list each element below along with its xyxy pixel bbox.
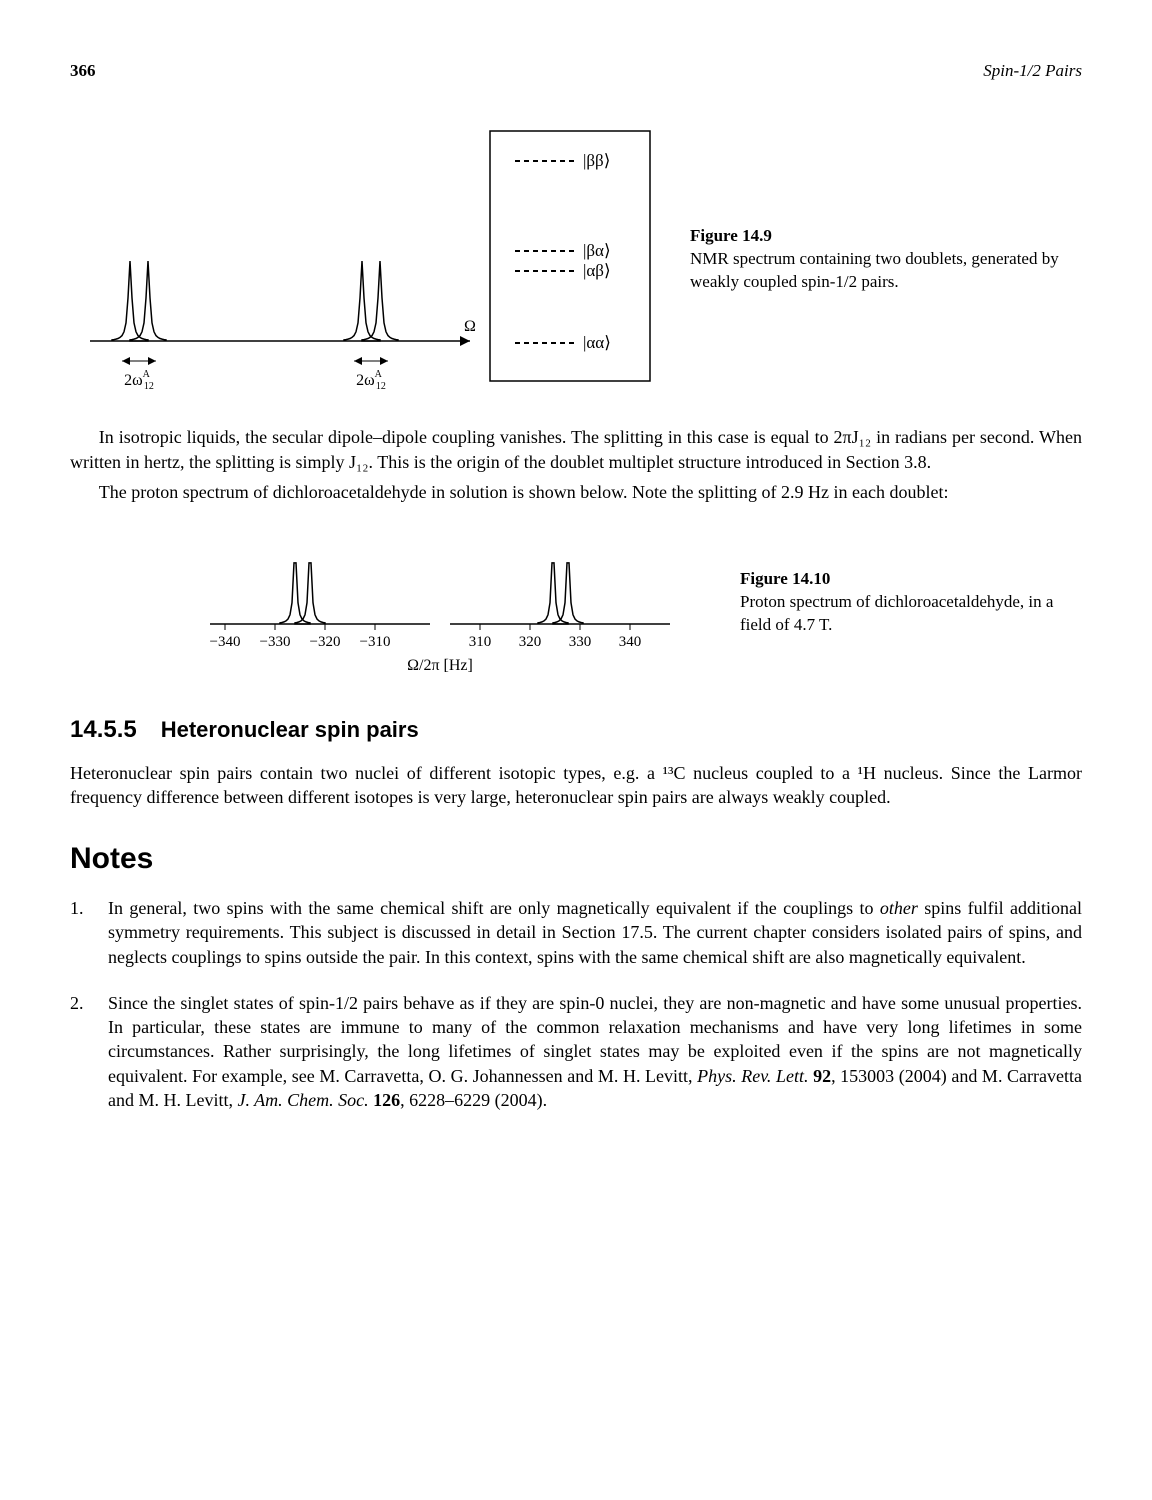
note-item: In general, two spins with the same chem… [70,896,1082,969]
note-item: Since the singlet states of spin-1/2 pai… [70,991,1082,1112]
section-heading: 14.5.5 Heteronuclear spin pairs [70,714,1082,746]
svg-text:340: 340 [619,634,642,650]
figure-14-10: −340 −330 −320 −310 310 320 330 340 Ω/2π [Hz] Fi… [70,514,1082,690]
svg-text:−340: −340 [210,634,241,650]
running-head: 366 Spin-1/2 Pairs [70,60,1082,83]
svg-text:330: 330 [569,634,592,650]
paragraph-2: The proton spectrum of dichloroacetaldeh… [70,480,1082,504]
svg-text:Ω: Ω [464,318,476,335]
figure-14-9-svg: Ω 2ωA12 2ωA12 |ββ⟩ |βα⟩|αβ⟩ |αα⟩ [70,111,660,401]
svg-text:320: 320 [519,634,542,650]
svg-text:|αβ⟩: |αβ⟩ [583,261,611,280]
figure-14-9-caption-body: NMR spectrum containing two doublets, ge… [690,248,1082,294]
figure-14-9-caption-title: Figure 14.9 [690,225,1082,248]
figure-14-9-art: Ω 2ωA12 2ωA12 |ββ⟩ |βα⟩|αβ⟩ |αα⟩ [70,111,660,407]
notes-list: In general, two spins with the same chem… [70,896,1082,1112]
svg-text:−310: −310 [360,634,391,650]
figure-14-10-caption-title: Figure 14.10 [740,568,1082,591]
svg-text:|βα⟩: |βα⟩ [583,241,611,260]
figure-14-9-caption: Figure 14.9 NMR spectrum containing two … [690,225,1082,294]
figure-14-9: Ω 2ωA12 2ωA12 |ββ⟩ |βα⟩|αβ⟩ |αα⟩ Figure 14.9 … [70,111,1082,407]
svg-text:−320: −320 [310,634,341,650]
svg-text:|αα⟩: |αα⟩ [583,333,611,352]
svg-text:Ω/2π [Hz]: Ω/2π [Hz] [407,657,473,674]
section-title: Heteronuclear spin pairs [161,715,419,745]
svg-text:|ββ⟩: |ββ⟩ [583,151,610,170]
running-title: Spin-1/2 Pairs [983,60,1082,83]
figure-14-10-art: −340 −330 −320 −310 310 320 330 340 Ω/2π [Hz] [150,514,710,690]
section-body: Heteronuclear spin pairs contain two nuc… [70,761,1082,810]
svg-text:2ωA12: 2ωA12 [124,369,154,392]
section-number: 14.5.5 [70,714,137,746]
notes-heading: Notes [70,839,1082,880]
figure-14-10-svg: −340 −330 −320 −310 310 320 330 340 Ω/2π [Hz] [150,514,710,684]
svg-text:2ωA12: 2ωA12 [356,369,386,392]
figure-14-10-caption-body: Proton spectrum of dichloroacetaldehyde,… [740,591,1082,637]
paragraph-1: In isotropic liquids, the secular dipole… [70,425,1082,474]
svg-text:−330: −330 [260,634,291,650]
figure-14-10-caption: Figure 14.10 Proton spectrum of dichloro… [740,568,1082,637]
page-number: 366 [70,60,96,83]
svg-text:310: 310 [469,634,492,650]
